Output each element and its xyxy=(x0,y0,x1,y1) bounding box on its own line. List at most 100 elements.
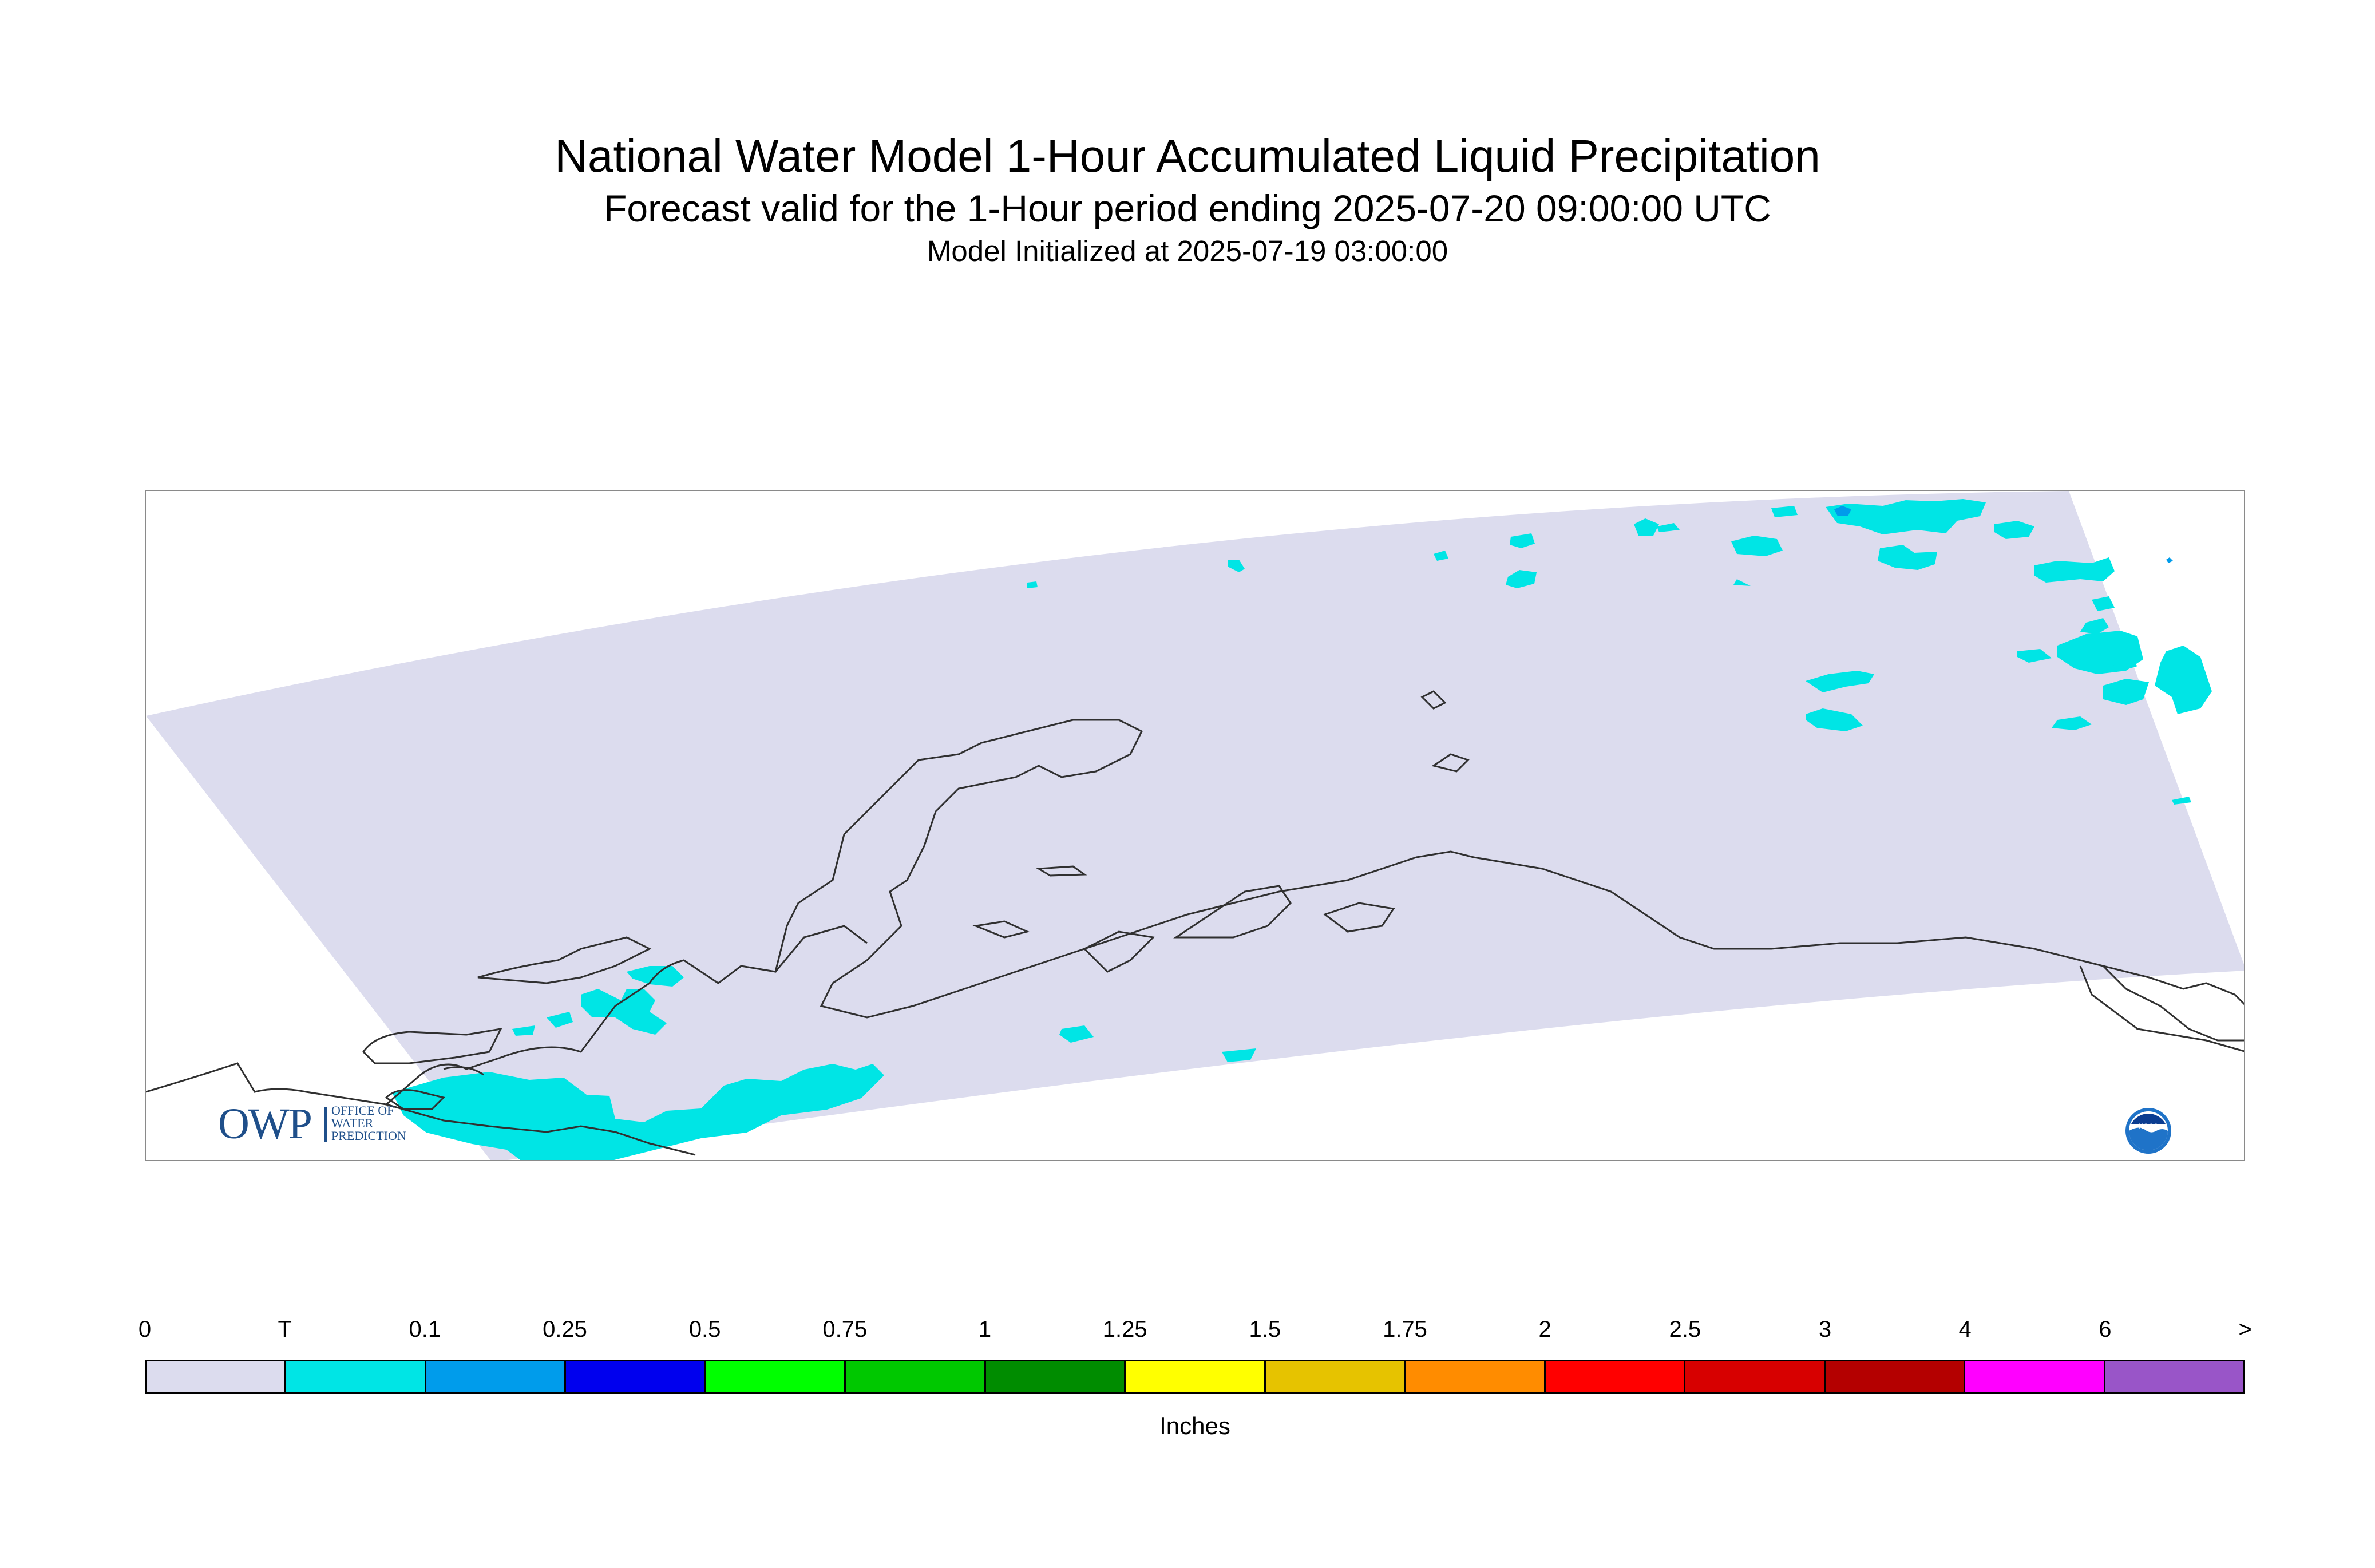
noaa-text: NOAA xyxy=(2138,1122,2159,1130)
lake-clark xyxy=(1036,865,1087,877)
trace-precip-patch xyxy=(2017,649,2052,663)
forecast-subtitle: Forecast valid for the 1-Hour period end… xyxy=(604,187,1771,229)
legend-swatch xyxy=(846,1361,986,1392)
kuskokwim-bay xyxy=(443,1066,484,1076)
trace-precip-patch xyxy=(547,1012,573,1028)
legend-swatch xyxy=(566,1361,706,1392)
trace-precip-patch xyxy=(1657,523,1680,532)
trace-precip-patch xyxy=(2172,797,2191,805)
precip-trace-areas xyxy=(1027,499,2212,805)
legend-swatch xyxy=(1406,1361,1546,1392)
light-precip-patch xyxy=(1834,506,1851,516)
legend-swatch xyxy=(985,1361,1126,1392)
trace-precip-patch xyxy=(1878,545,1937,570)
trace-precip-patch xyxy=(1228,560,1245,572)
trace-precip-patch xyxy=(2103,679,2149,705)
coastlines xyxy=(146,690,2244,1156)
nunivak-island xyxy=(385,1089,445,1110)
st-lawrence-island xyxy=(362,1028,502,1064)
prince-william-sound xyxy=(1323,902,1395,933)
title-block: National Water Model 1-Hour Accumulated … xyxy=(0,129,2375,270)
legend-tick-label: 1 xyxy=(978,1317,992,1342)
noaa-logo: NOAA xyxy=(2124,1107,2172,1155)
trace-precip-patch xyxy=(2080,618,2109,634)
legend-swatch xyxy=(426,1361,567,1392)
trace-precip-patch xyxy=(2155,646,2212,714)
owp-separator xyxy=(324,1107,327,1142)
kodiak-island xyxy=(1083,930,1155,973)
legend-swatch xyxy=(147,1361,287,1392)
trace-precip-patch xyxy=(1027,581,1038,588)
legend-swatch xyxy=(286,1361,426,1392)
trace-precip-patch xyxy=(2052,716,2092,730)
model-domain xyxy=(146,491,2244,1160)
legend-colorbar xyxy=(145,1360,2245,1394)
trace-precip-patch xyxy=(2034,557,2115,583)
trace-precip-patch xyxy=(1994,521,2034,539)
legend-tick-label: 1.75 xyxy=(1383,1317,1427,1342)
owp-letters: OWP xyxy=(218,1100,312,1148)
trace-precip-patch xyxy=(1771,506,1798,517)
precip-legend: 0 T 0.1 0.25 0.5 0.75 1 1.25 1.5 1.75 2 2.5 3 4 6 > Inc… xyxy=(138,1316,2252,1448)
trace-precip-patch xyxy=(1731,536,1783,556)
trace-precip-patch xyxy=(1059,1025,1094,1043)
legend-units: Inches xyxy=(1159,1412,1230,1439)
precip-light-areas xyxy=(1834,506,2173,563)
trace-precip-patch xyxy=(1434,551,1448,561)
legend-tick-label: > xyxy=(2238,1317,2252,1342)
legend-tick-label: 4 xyxy=(1958,1317,1972,1342)
trace-precip-patch xyxy=(1222,1048,1256,1062)
legend-tick-label: 2 xyxy=(1538,1317,1551,1342)
legend-swatch xyxy=(1126,1361,1266,1392)
legend-swatch xyxy=(1685,1361,1826,1392)
legend-swatch xyxy=(1265,1361,1406,1392)
legend-swatch xyxy=(1545,1361,1686,1392)
legend-tick-label: 0 xyxy=(138,1317,152,1342)
trace-precip-patch xyxy=(1733,579,1751,586)
lake-iliamna xyxy=(972,920,1030,939)
trace-precip-patch xyxy=(512,1025,535,1036)
seward-peninsula xyxy=(477,936,652,984)
trace-precip-patch xyxy=(581,989,667,1035)
owp-subtitle: OFFICE OF WATER PREDICTION xyxy=(331,1103,406,1143)
legend-tick-label: 1.5 xyxy=(1249,1317,1281,1342)
chart-title: National Water Model 1-Hour Accumulated … xyxy=(555,130,1820,181)
trace-precip-patch xyxy=(1826,499,1986,534)
cook-inlet xyxy=(774,925,868,972)
alaska-coastline xyxy=(146,719,2244,1106)
bristol-peninsula xyxy=(386,1103,696,1156)
yukon-flats xyxy=(1431,753,1470,773)
legend-tick-label: 0.75 xyxy=(822,1317,868,1342)
legend-tick-label: 1.25 xyxy=(1102,1317,1147,1342)
legend-tick-label: 3 xyxy=(1818,1317,1832,1342)
legend-swatch xyxy=(1965,1361,2105,1392)
legend-tick-label: T xyxy=(278,1317,292,1342)
trace-precip-patch xyxy=(1806,708,1863,731)
noaa-emblem: NOAA xyxy=(2125,1108,2171,1154)
light-precip-patch xyxy=(2166,557,2173,563)
inland-lake xyxy=(1420,690,1447,710)
trace-precip-patch xyxy=(1634,518,1659,536)
legend-tick-label: 0.25 xyxy=(543,1317,587,1342)
se-panhandle xyxy=(2102,965,2244,1042)
legend-tick-label: 0.1 xyxy=(409,1317,441,1342)
legend-tick-label: 0.5 xyxy=(688,1317,721,1342)
precipitation-map xyxy=(145,490,2245,1161)
canada-border xyxy=(2079,965,2244,1052)
precip-trace-south xyxy=(392,966,1256,1160)
legend-swatch xyxy=(2105,1361,2244,1392)
kenai-coast xyxy=(1173,885,1292,939)
legend-swatch xyxy=(706,1361,846,1392)
legend-tick-label: 6 xyxy=(2099,1317,2112,1342)
legend-swatch xyxy=(1825,1361,1966,1392)
map-canvas xyxy=(146,491,2244,1160)
trace-precip-patch xyxy=(1506,570,1537,588)
legend-tick-label: 2.5 xyxy=(1669,1317,1701,1342)
trace-precip-patch xyxy=(392,1064,884,1160)
init-subtitle: Model Initialized at 2025-07-19 03:00:00 xyxy=(927,235,1448,267)
trace-precip-patch xyxy=(1806,671,1874,692)
trace-precip-patch xyxy=(2112,660,2138,670)
trace-precip-patch xyxy=(2092,596,2115,611)
owp-logo: OWP OFFICE OF WATER PREDICTION xyxy=(218,1101,436,1147)
trace-precip-patch xyxy=(1510,533,1535,548)
